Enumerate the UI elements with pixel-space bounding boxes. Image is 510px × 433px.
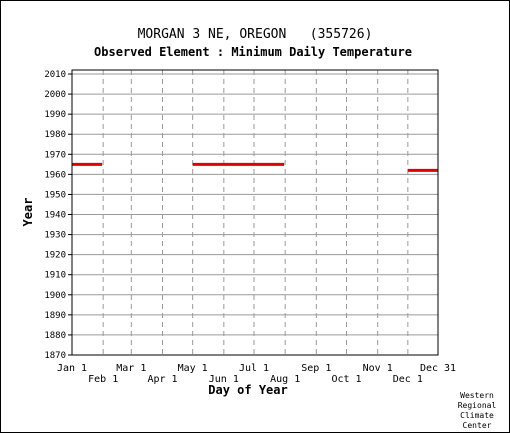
y-tick-label: 1970 [44, 150, 66, 160]
x-tick-label: Dec 1 [393, 374, 423, 385]
y-tick-label: 1910 [44, 271, 66, 281]
y-tick-label: 1870 [44, 351, 66, 361]
x-tick-label: Dec 31 [420, 363, 456, 374]
y-tick-labels: 1870 1880 1890 1900 1910 1920 1930 1940 1950 1960… [44, 70, 66, 361]
y-tick-label: 2010 [44, 70, 66, 80]
y-tick-label: 1950 [44, 190, 66, 200]
x-tick-label: Nov 1 [363, 363, 393, 374]
x-tick-label: Oct 1 [331, 374, 361, 385]
y-tick-label: 1900 [44, 291, 66, 301]
chart-title: MORGAN 3 NE, OREGON (355726) [138, 27, 373, 42]
y-tick-label: 1880 [44, 331, 66, 341]
x-axis-label: Day of Year [208, 383, 287, 397]
y-tick-label: 1980 [44, 130, 66, 140]
credit-line: Climate [460, 411, 494, 420]
data-series [72, 162, 438, 172]
plot-area-border [71, 69, 439, 356]
x-tick-label: Apr 1 [147, 374, 177, 385]
y-tick-label: 1920 [44, 251, 66, 261]
x-tick-label: Jun 1 [209, 374, 239, 385]
y-tick-label: 2000 [44, 90, 66, 100]
y-tick-label: 1990 [44, 110, 66, 120]
chart-subtitle: Observed Element : Minimum Daily Tempera… [94, 45, 412, 59]
x-tick-label: Mar 1 [116, 363, 146, 374]
grid-lines [68, 70, 438, 356]
credit-line: Regional [458, 401, 497, 410]
x-tick-label: May 1 [178, 363, 208, 374]
y-tick-label: 1940 [44, 211, 66, 221]
x-tick-label: Aug 1 [270, 374, 300, 385]
x-tick-label: Feb 1 [88, 374, 118, 385]
x-tick-label: Jan 1 [57, 363, 87, 374]
y-tick-label: 1960 [44, 170, 66, 180]
y-tick-label: 1890 [44, 311, 66, 321]
credit-line: Western [460, 391, 494, 400]
x-tick-label: Jul 1 [239, 363, 269, 374]
credit-line: Center [463, 421, 492, 430]
y-tick-label: 1930 [44, 231, 66, 241]
y-axis-label: Year [21, 198, 35, 227]
x-tick-label: Sep 1 [301, 363, 331, 374]
